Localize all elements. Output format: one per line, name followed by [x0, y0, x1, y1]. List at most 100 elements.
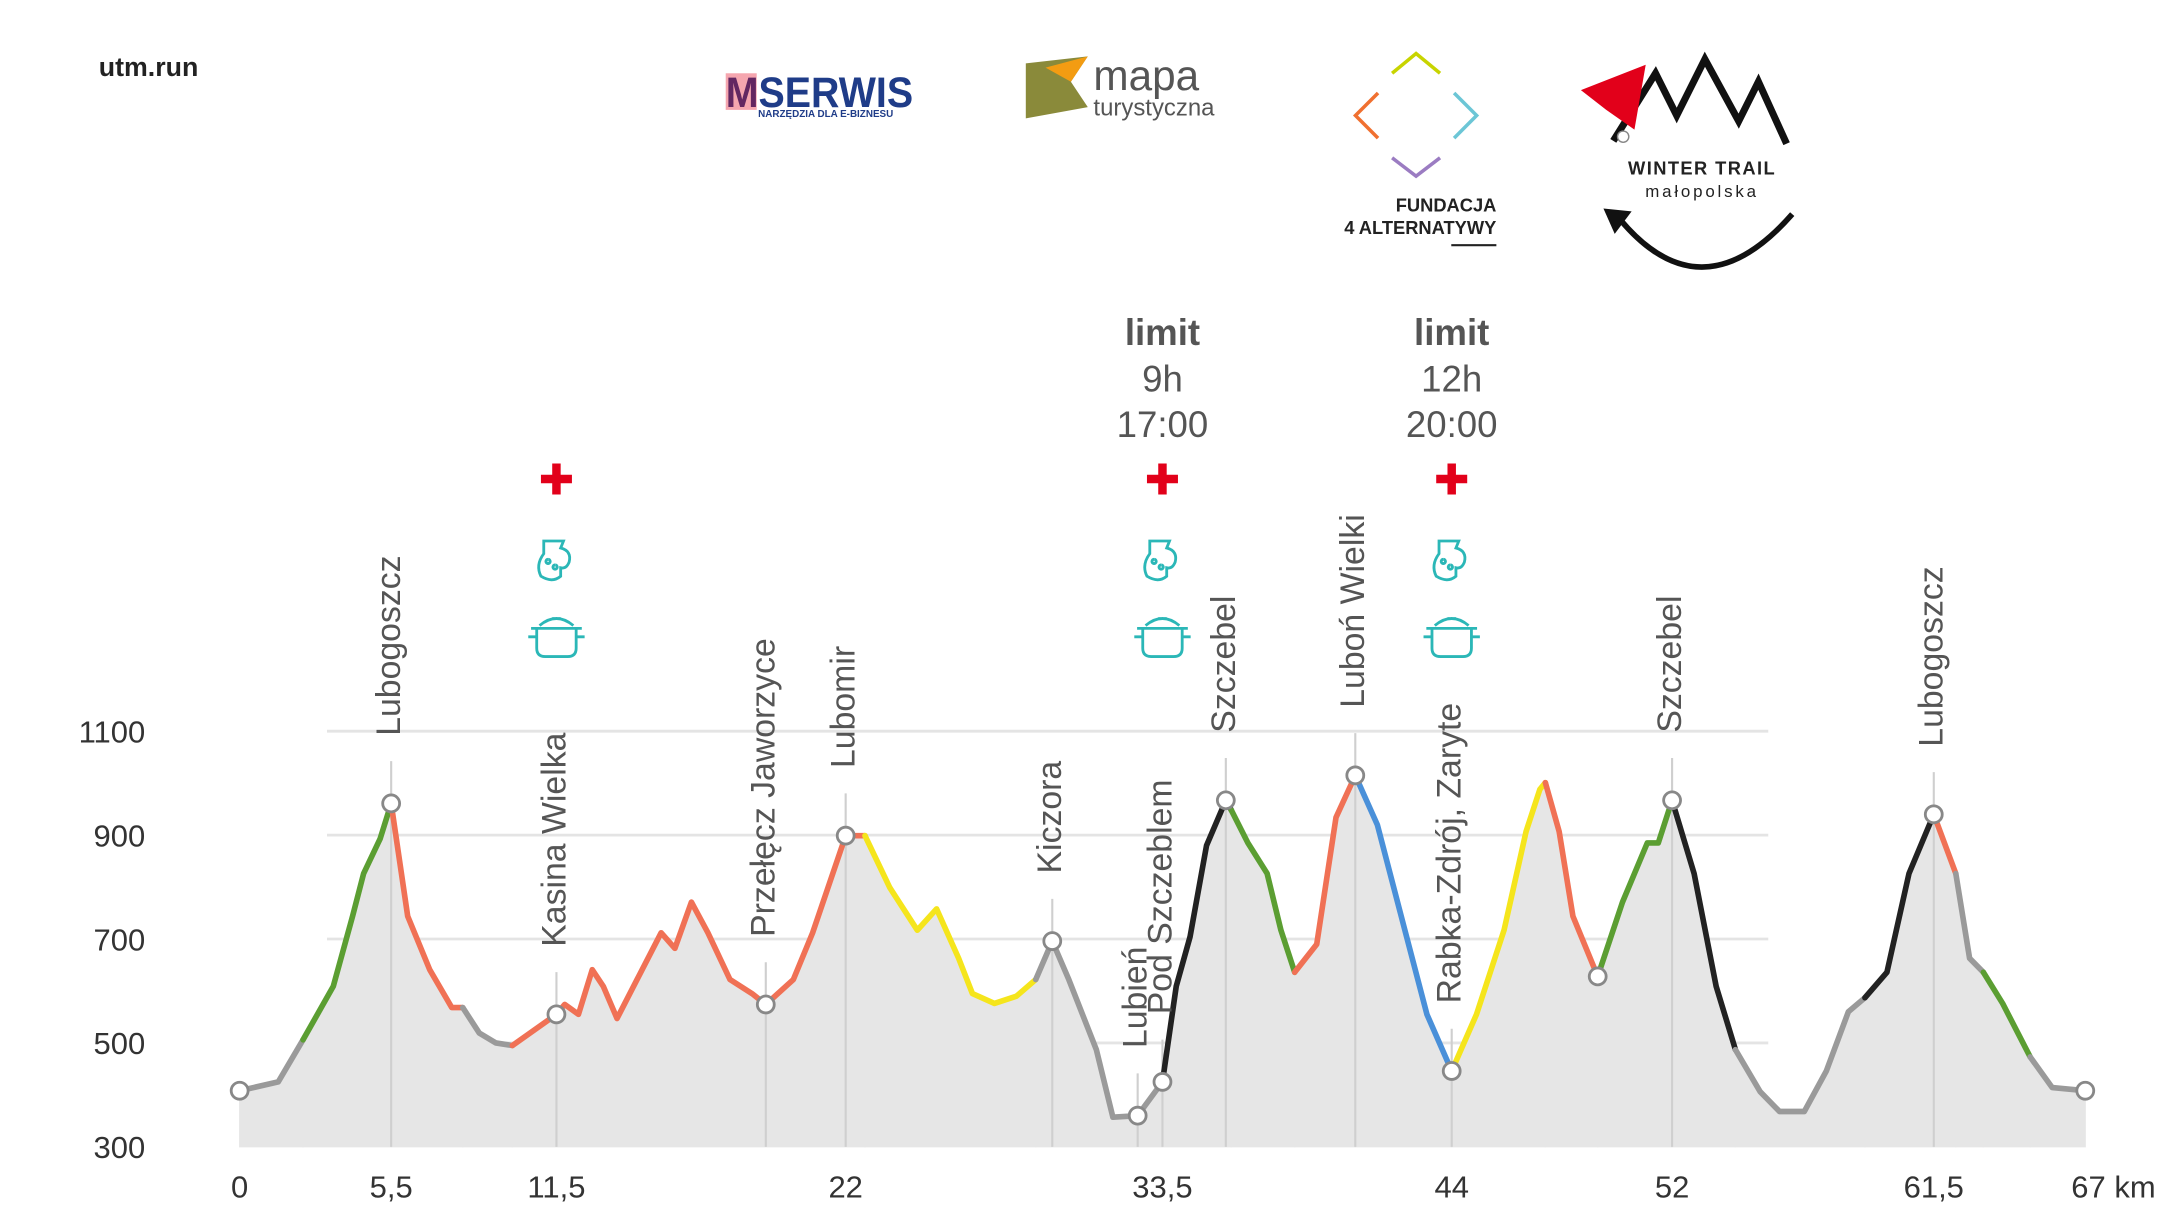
waypoint-label: Lubomir [825, 646, 863, 768]
profile-line [1594, 797, 1675, 980]
logo-icon [1045, 56, 1088, 82]
logo-text: FUNDACJA [1396, 194, 1497, 215]
icon-jug [1432, 539, 1467, 582]
logo-arrow [1352, 91, 1380, 140]
profile-line [862, 832, 1039, 1007]
x-tick-label: 52 [1655, 1170, 1689, 1205]
aid-station [528, 463, 585, 658]
icon-jug [1143, 539, 1178, 582]
waypoint-label: Szczebel [1651, 596, 1689, 733]
logo-hat-pom [1616, 130, 1630, 144]
aid-station [1423, 463, 1480, 658]
profile-area [239, 775, 2086, 1148]
logo-text: małopolska [1645, 182, 1759, 201]
logo-text: MSERWIS [726, 69, 913, 116]
profile-line [1669, 797, 1739, 1053]
profile-line [1952, 870, 1987, 976]
waypoint-marker [1215, 790, 1236, 811]
waypoint-marker [1441, 1061, 1462, 1081]
limit-clock: 20:00 [1406, 404, 1498, 445]
logo-text: WINTER TRAIL [1628, 158, 1776, 179]
profile-line [1862, 811, 1937, 1001]
x-tick-label: 33,5 [1132, 1170, 1192, 1205]
limit-time: 12h [1421, 359, 1482, 400]
waypoint-marker [835, 825, 856, 846]
y-tick-label: 900 [94, 818, 146, 853]
profile-line [236, 1036, 306, 1094]
logo-mountains [1610, 51, 1790, 146]
waypoint-label: Lubień [1117, 947, 1155, 1049]
y-tick-label: 300 [94, 1130, 146, 1165]
area-segment [390, 803, 464, 1148]
limit-clock: 17:00 [1117, 404, 1209, 445]
profile-line [1352, 772, 1455, 1074]
logo-winter-trail: WINTER TRAIL małopolska [1580, 51, 1795, 270]
logo-mserwis: MSERWIS NARZĘDZIA DLA E-BIZNESU [725, 69, 913, 120]
waypoint-label: Przełęcz Jaworzyce [745, 638, 783, 937]
waypoint-label: Pod Szczeblem [1141, 779, 1179, 1014]
profile-line [1448, 779, 1549, 1074]
logo-fundacja: FUNDACJA 4 ALTERNATYWY [1344, 51, 1497, 247]
y-tick-label: 700 [94, 922, 146, 957]
x-tick-label: 61,5 [1904, 1170, 1964, 1205]
icon-pot [1134, 617, 1191, 658]
waypoint-marker [1042, 931, 1063, 951]
area-segment [1982, 970, 2031, 1148]
waypoint-marker [1662, 790, 1682, 811]
area-segment [462, 1005, 513, 1148]
x-tick-label: 5,5 [370, 1170, 413, 1205]
aid-station [1134, 463, 1191, 658]
waypoint-marker [229, 1080, 250, 1101]
logo-arrow [1452, 91, 1480, 140]
x-tick-label: 11,5 [527, 1170, 585, 1205]
waypoint-label: Lubogoszcz [370, 555, 408, 735]
y-tick-label: 500 [94, 1026, 146, 1061]
waypoint-marker [1127, 1105, 1148, 1126]
profile-line [509, 832, 868, 1049]
waypoint-marker [1923, 804, 1944, 825]
logo-text: mapa [1093, 52, 1199, 99]
y-tick-label: 1100 [79, 714, 146, 749]
waypoint-label: Kiczora [1031, 761, 1069, 874]
x-tick-label: 44 [1434, 1170, 1468, 1205]
waypoint-marker [1152, 1072, 1173, 1092]
x-tick-label: 0 [231, 1170, 248, 1205]
waypoint-marker [1587, 966, 1608, 987]
area-segment [1597, 800, 1673, 1148]
limit-title: limit [1414, 312, 1489, 353]
area-segment [302, 803, 392, 1148]
area-segment [1671, 800, 1737, 1148]
icon-pot [528, 617, 585, 658]
icon-first-aid [1436, 463, 1468, 495]
icon-jug [537, 539, 572, 582]
x-tick-label: 22 [828, 1170, 862, 1205]
waypoint-label: Kasina Wielka [535, 732, 573, 946]
logo-text: 4 ALTERNATYWY [1344, 217, 1496, 238]
icon-first-aid [1146, 463, 1178, 495]
profile-line [1291, 772, 1359, 976]
waypoints [229, 765, 2096, 1126]
icon-first-aid [540, 463, 572, 495]
profile-line [2027, 1054, 2089, 1094]
labels: Lubogoszcz Kasina Wielka Przełęcz Jaworzyc… [370, 312, 1951, 1048]
logo-arrow [1391, 156, 1442, 179]
waypoint-marker [1345, 765, 1366, 786]
logo-arc [1618, 212, 1795, 270]
waypoint-marker [381, 793, 402, 814]
waypoint-label: Szczebel [1205, 596, 1243, 733]
waypoint-label: Luboń Wielki [1334, 514, 1372, 707]
waypoint-label: Lubogoszcz [1913, 566, 1951, 746]
area-segment [864, 835, 1037, 1148]
profile-line [1980, 969, 2034, 1060]
profile-line [300, 800, 394, 1043]
profile-line [459, 1004, 516, 1049]
profile-line [1542, 779, 1601, 980]
logo-arrowhead [1603, 208, 1632, 234]
logo-mapa: mapa turystyczna [1025, 52, 1215, 122]
limit-time: 9h [1142, 359, 1183, 400]
logo-text: turystyczna [1093, 95, 1215, 122]
profile-line [388, 800, 466, 1011]
profile-line [1930, 811, 1959, 877]
